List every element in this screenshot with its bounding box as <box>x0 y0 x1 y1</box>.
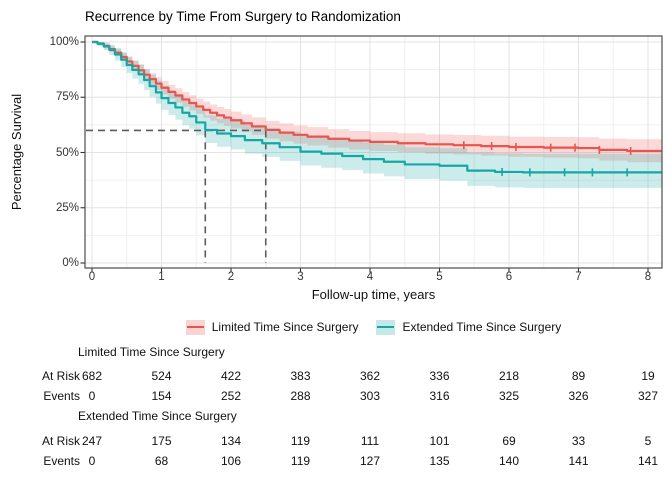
risk-count: 5 <box>644 434 652 448</box>
legend-key-swatch <box>185 319 205 335</box>
legend-key-line <box>377 325 395 329</box>
legend-label: Limited Time Since Surgery <box>211 320 359 334</box>
y-tick-label: 50% <box>55 146 79 159</box>
risk-row-label-events: Events <box>43 454 80 468</box>
risk-count: 19 <box>641 369 655 383</box>
legend: Limited Time Since Surgery Extended Time … <box>85 318 662 336</box>
risk-count: 218 <box>498 369 520 383</box>
x-tick-label: 5 <box>436 271 443 283</box>
risk-count: 154 <box>151 389 172 403</box>
risk-group-header: Limited Time Since Surgery <box>78 345 225 359</box>
risk-count: 89 <box>571 369 586 383</box>
confidence-band-extended <box>92 42 662 188</box>
legend-entry-extended: Extended Time Since Surgery <box>376 319 562 335</box>
risk-count: 524 <box>151 369 172 383</box>
risk-count: 119 <box>290 454 311 468</box>
risk-count: 175 <box>151 434 172 448</box>
risk-count: 327 <box>637 389 659 403</box>
risk-count: 141 <box>568 454 589 468</box>
legend-entry-limited: Limited Time Since Surgery <box>185 319 377 335</box>
risk-count: 111 <box>360 434 380 448</box>
risk-count: 247 <box>81 434 103 448</box>
risk-count: 326 <box>568 389 589 403</box>
risk-count: 134 <box>220 434 242 448</box>
y-tick-label: 75% <box>55 91 79 104</box>
y-tick-label: 0% <box>62 257 79 269</box>
risk-count: 135 <box>429 454 450 468</box>
x-tick-label: 6 <box>505 271 513 283</box>
risk-row-label-at_risk: At Risk <box>41 369 80 383</box>
y-tick-label: 100% <box>49 36 79 48</box>
chart-title: Recurrence by Time From Surgery to Rando… <box>85 9 401 24</box>
x-tick-label: 0 <box>88 271 96 283</box>
risk-count: 362 <box>359 369 381 383</box>
risk-row-label-at_risk: At Risk <box>41 434 80 448</box>
risk-count: 303 <box>359 389 381 403</box>
risk-count: 316 <box>429 389 450 403</box>
risk-count: 69 <box>502 434 516 448</box>
risk-count: 336 <box>429 369 450 383</box>
x-tick-label: 4 <box>366 271 374 283</box>
x-tick-label: 7 <box>575 271 582 283</box>
x-tick-label: 8 <box>644 271 652 283</box>
risk-count: 288 <box>290 389 311 403</box>
risk-count: 140 <box>498 454 520 468</box>
risk-count: 252 <box>220 389 242 403</box>
risk-count: 119 <box>290 434 311 448</box>
risk-count: 682 <box>81 369 103 383</box>
legend-key-line <box>186 325 204 329</box>
x-tick-label: 2 <box>227 271 235 283</box>
survival-curve-extended <box>92 40 662 174</box>
y-tick-label: 25% <box>55 201 79 214</box>
risk-count: 422 <box>220 369 242 383</box>
risk-count: 101 <box>429 434 450 448</box>
x-axis-title: Follow-up time, years <box>311 287 436 302</box>
risk-count: 33 <box>571 434 586 448</box>
panel-border <box>84 35 663 269</box>
risk-count: 0 <box>88 389 96 403</box>
x-tick-label: 3 <box>297 271 304 283</box>
risk-count: 106 <box>220 454 242 468</box>
risk-count: 383 <box>290 369 311 383</box>
survival-plot <box>80 35 663 273</box>
y-axis-title: Percentage Survival <box>9 93 24 211</box>
x-tick-label: 1 <box>158 271 165 283</box>
survival-curve-limited <box>92 40 662 153</box>
legend-label: Extended Time Since Surgery <box>402 320 562 334</box>
risk-row-label-events: Events <box>43 389 80 403</box>
risk-count: 141 <box>637 454 659 468</box>
risk-count: 325 <box>498 389 520 403</box>
legend-key-swatch <box>376 319 396 335</box>
risk-count: 127 <box>359 454 381 468</box>
risk-count: 68 <box>154 454 169 468</box>
risk-group-header: Extended Time Since Surgery <box>78 409 237 423</box>
risk-count: 0 <box>88 454 96 468</box>
